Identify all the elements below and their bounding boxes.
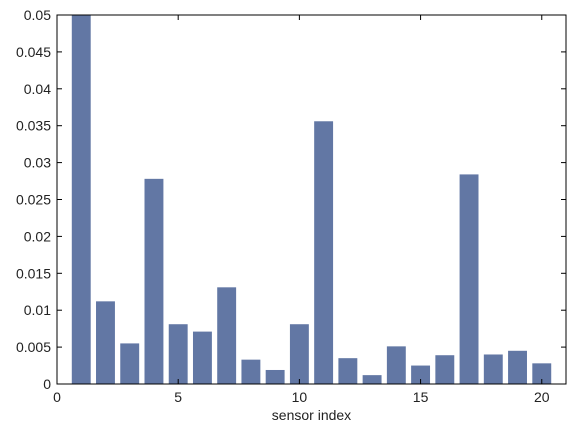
x-tick-label: 0 [53,389,61,405]
x-axis: 0 5 10 15 20 [53,15,550,405]
bar-sensor-2 [96,301,115,384]
bar-sensor-1 [71,15,91,384]
y-tick-label: 0.04 [24,81,51,97]
bar-sensor-9 [265,369,285,384]
bar-sensor-5 [168,324,188,384]
plot-frame [56,14,567,385]
y-tick-label: 0.05 [24,7,51,23]
y-tick-label: 0.015 [16,265,51,281]
bars-group [71,15,552,385]
bar-sensor-10 [289,324,309,384]
bar-sensor-4 [144,178,164,384]
y-tick-label: 0 [43,376,51,392]
y-tick-label: 0.01 [24,302,51,318]
bar-sensor-3 [120,343,140,384]
bar-sensor-16 [435,355,455,384]
x-tick-label: 15 [413,389,429,405]
bar-sensor-7 [217,287,237,384]
y-tick-label: 0.035 [16,118,51,134]
y-axis: 0 0.005 0.01 0.015 0.02 0.025 0.03 0.035 0.04 0.0… [16,7,566,392]
bar-sensor-17 [459,174,479,384]
bar-sensor-18 [483,354,503,384]
bar-sensor-6 [192,331,212,384]
bar-sensor-8 [241,359,261,384]
bar-sensor-19 [508,350,527,384]
bar-sensor-20 [532,363,552,384]
y-tick-label: 0.005 [16,339,51,355]
y-tick-label: 0.03 [24,155,51,171]
x-tick-label: 10 [292,389,308,405]
bar-sensor-14 [386,346,406,384]
bar-sensor-11 [314,121,334,385]
y-tick-label: 0.02 [24,228,51,244]
x-tick-label: 20 [534,389,550,405]
y-tick-label: 0.025 [16,192,51,208]
bar-sensor-13 [362,375,382,384]
bar-sensor-12 [338,358,358,384]
x-tick-label: 5 [174,389,182,405]
x-axis-label: sensor index [272,407,351,423]
y-tick-label: 0.045 [16,44,51,60]
bar-sensor-15 [411,365,431,384]
